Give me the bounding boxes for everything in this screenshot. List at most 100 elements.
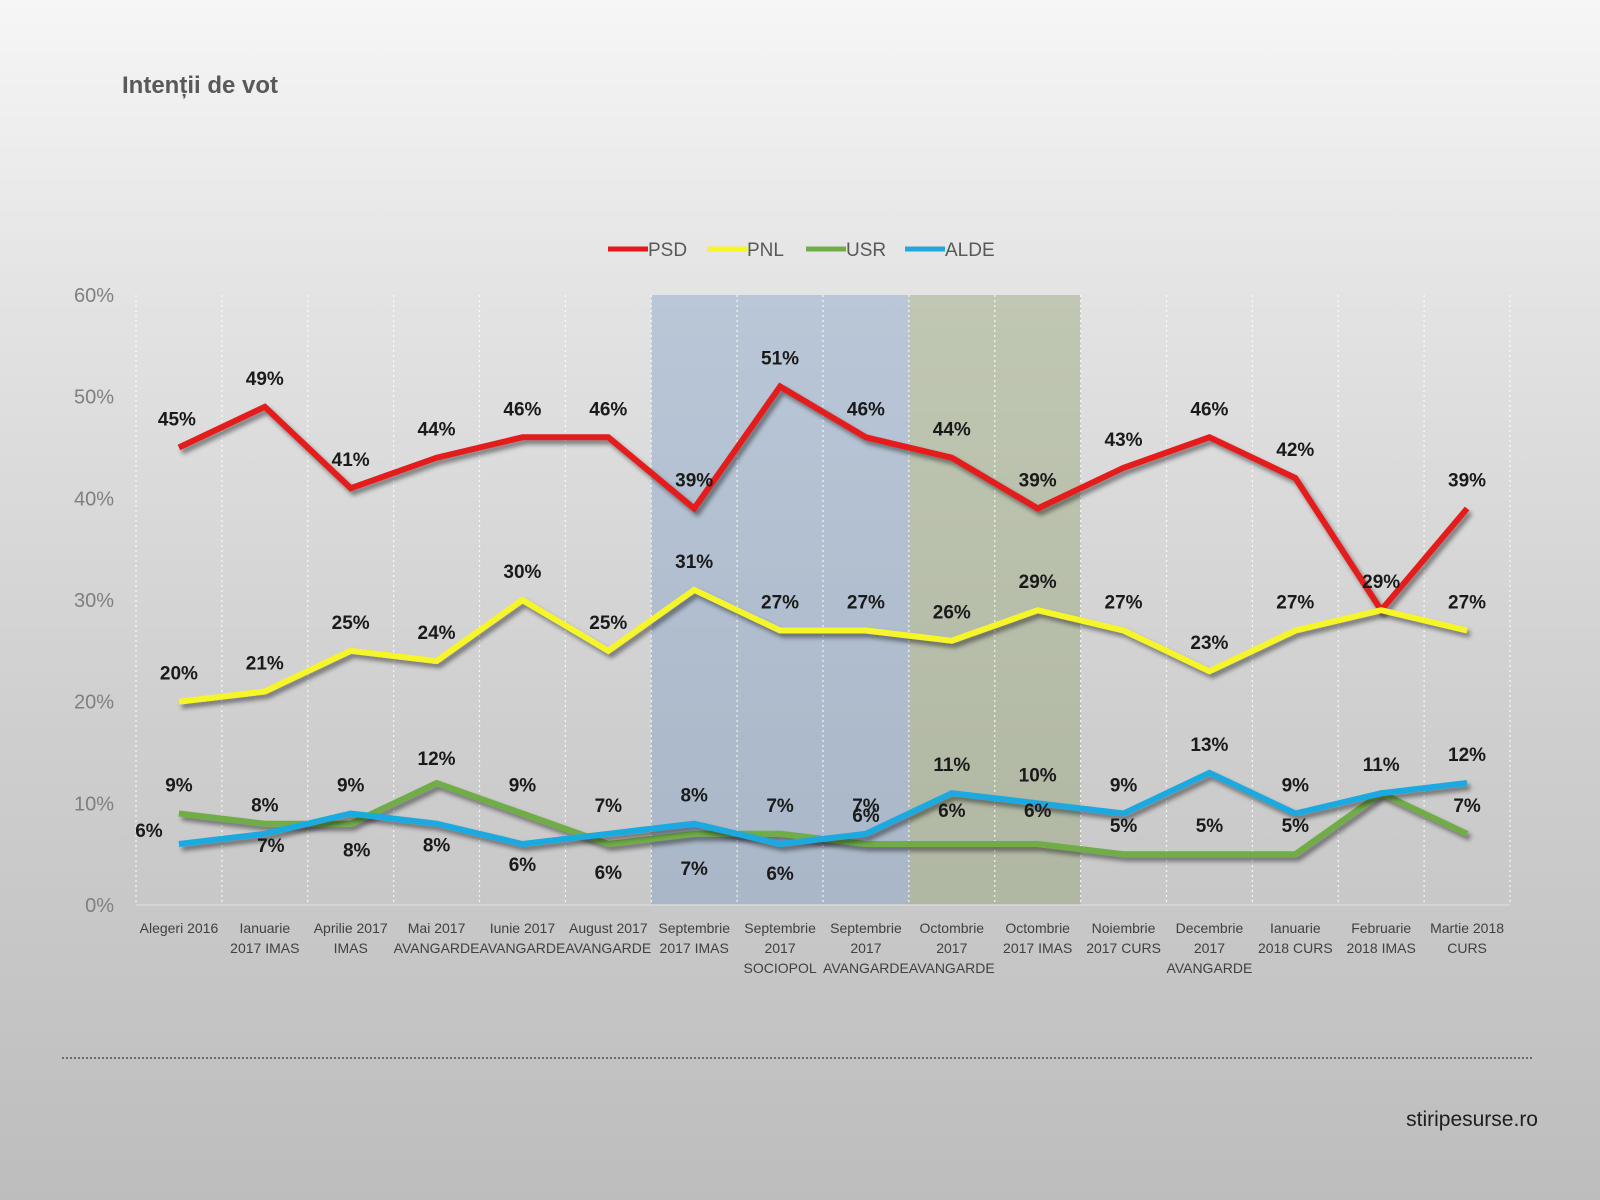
y-tick-label: 0%: [85, 895, 114, 917]
data-label-usr: 8%: [343, 841, 371, 862]
x-tick-label: Septembrie 2017 SOCIOPOL: [743, 920, 816, 976]
footer-separator: [62, 1057, 1532, 1059]
data-label-pnl: 25%: [589, 613, 627, 634]
data-label-alde: 10%: [1019, 765, 1057, 786]
x-tick-label: Iunie 2017 AVANGARDE: [480, 920, 566, 956]
data-label-pnl: 30%: [503, 562, 541, 583]
x-tick-label: Aprilie 2017 IMAS: [314, 920, 388, 956]
data-label-psd: 39%: [1019, 471, 1057, 492]
data-label-pnl: 20%: [160, 664, 198, 685]
x-tick-label: Noiembrie 2017 CURS: [1086, 920, 1161, 956]
data-label-alde: 8%: [423, 836, 451, 857]
x-tick-label: Ianuarie 2017 IMAS: [230, 920, 299, 956]
data-label-usr: 5%: [1196, 816, 1224, 837]
data-label-usr: 9%: [509, 776, 537, 797]
data-label-psd: 46%: [847, 399, 885, 420]
data-label-usr: 7%: [1453, 796, 1481, 817]
data-label-psd: 44%: [418, 420, 456, 441]
data-label-usr: 6%: [938, 801, 966, 822]
data-label-pnl: 21%: [246, 654, 284, 675]
data-label-pnl: 27%: [847, 593, 885, 614]
data-label-pnl: 23%: [1190, 633, 1228, 654]
axis: 0% 10% 20% 30% 40% 50% 60% Alegeri 2016 Ianuarie…: [74, 285, 1510, 976]
data-label-alde: 6%: [766, 864, 794, 885]
x-tick-label: Octombrie 2017 AVANGARDE: [909, 920, 995, 976]
data-label-psd: 42%: [1276, 440, 1314, 461]
y-tick-label: 50%: [74, 387, 114, 409]
page-title: Intenții de vot: [122, 72, 278, 99]
data-label-usr: 6%: [1024, 801, 1052, 822]
legend-label-alde: ALDE: [945, 240, 995, 261]
data-label-psd: 44%: [933, 420, 971, 441]
data-label-alde: 7%: [595, 796, 623, 817]
data-label-psd: 46%: [1190, 399, 1228, 420]
line-chart: 0% 10% 20% 30% 40% 50% 60% Alegeri 2016 Ianuarie…: [74, 240, 1511, 976]
data-label-usr: 6%: [852, 806, 880, 827]
data-label-alde: 11%: [933, 755, 970, 776]
data-label-psd: 39%: [1448, 471, 1486, 492]
data-label-usr: 5%: [1282, 816, 1310, 837]
data-label-pnl: 29%: [1362, 572, 1400, 593]
data-label-usr: 8%: [251, 796, 279, 817]
data-label-pnl: 25%: [332, 613, 370, 634]
data-label-pnl: 24%: [418, 623, 456, 644]
x-tick-label: Ianuarie 2018 CURS: [1258, 920, 1333, 956]
data-label-pnl: 31%: [675, 552, 713, 573]
x-tick-label: Octombrie 2017 IMAS: [1003, 920, 1072, 956]
data-label-psd: 46%: [503, 399, 541, 420]
vertical-gridlines: [135, 295, 1511, 905]
data-label-usr: 5%: [1110, 816, 1138, 837]
data-label-pnl: 27%: [1276, 593, 1314, 614]
data-label-usr: 9%: [165, 776, 193, 797]
data-label-usr: 11%: [1363, 755, 1400, 776]
data-label-psd: 41%: [332, 450, 370, 471]
data-label-alde: 12%: [1448, 745, 1486, 766]
data-label-alde: 9%: [1282, 776, 1310, 797]
data-labels: 45% 49% 41% 44% 46% 46% 39% 51% 46% 44% 39% 43% 46% 4…: [135, 349, 1486, 886]
x-tick-label: Septembrie 2017 AVANGARDE: [823, 920, 909, 976]
data-label-usr: 6%: [595, 863, 623, 884]
data-label-psd: 45%: [158, 410, 196, 431]
data-label-alde: 7%: [852, 796, 880, 817]
data-label-pnl: 29%: [1019, 572, 1057, 593]
data-label-usr: 7%: [680, 859, 708, 880]
x-tick-label: Decembrie 2017 AVANGARDE: [1167, 920, 1253, 976]
data-label-usr: 12%: [418, 749, 456, 770]
data-label-pnl: 26%: [933, 603, 971, 624]
y-tick-label: 60%: [74, 285, 114, 307]
legend-label-psd: PSD: [648, 240, 687, 261]
series-line-pnl: [178, 586, 1468, 705]
x-tick-label: August 2017 AVANGARDE: [565, 920, 651, 956]
series-lines: [177, 382, 1470, 858]
series-line-alde: [178, 769, 1468, 848]
data-label-psd: 43%: [1105, 430, 1143, 451]
y-tick-label: 20%: [74, 692, 114, 714]
y-tick-label: 10%: [74, 793, 114, 815]
legend: PSD PNL USR ALDE: [608, 240, 995, 261]
data-label-usr: 7%: [766, 796, 794, 817]
x-tick-label: Septembrie 2017 IMAS: [658, 920, 730, 956]
x-tick-label: Alegeri 2016: [140, 920, 219, 936]
data-label-alde: 6%: [509, 855, 537, 876]
x-tick-label: Mai 2017 AVANGARDE: [394, 920, 480, 956]
y-tick-label: 30%: [74, 590, 114, 612]
data-label-alde: 13%: [1190, 735, 1228, 756]
series-line-psd: [177, 382, 1470, 616]
data-label-psd: 46%: [589, 399, 627, 420]
data-label-alde: 9%: [1110, 776, 1138, 797]
data-label-alde: 6%: [135, 821, 163, 842]
data-label-alde: 8%: [680, 786, 708, 807]
x-tick-label: Martie 2018 CURS: [1430, 920, 1504, 956]
data-label-psd: 49%: [246, 369, 284, 390]
highlight-band-1: [651, 295, 909, 905]
data-label-pnl: 27%: [1105, 593, 1143, 614]
data-label-alde: 7%: [257, 836, 285, 857]
source-credit: stiripesurse.ro: [1406, 1108, 1538, 1131]
legend-label-pnl: PNL: [747, 240, 784, 261]
y-tick-label: 40%: [74, 488, 114, 510]
legend-label-usr: USR: [846, 240, 886, 261]
data-label-psd: 51%: [761, 349, 799, 370]
data-label-pnl: 27%: [761, 593, 799, 614]
x-tick-label: Februarie 2018 IMAS: [1347, 920, 1416, 956]
data-label-pnl: 27%: [1448, 593, 1486, 614]
